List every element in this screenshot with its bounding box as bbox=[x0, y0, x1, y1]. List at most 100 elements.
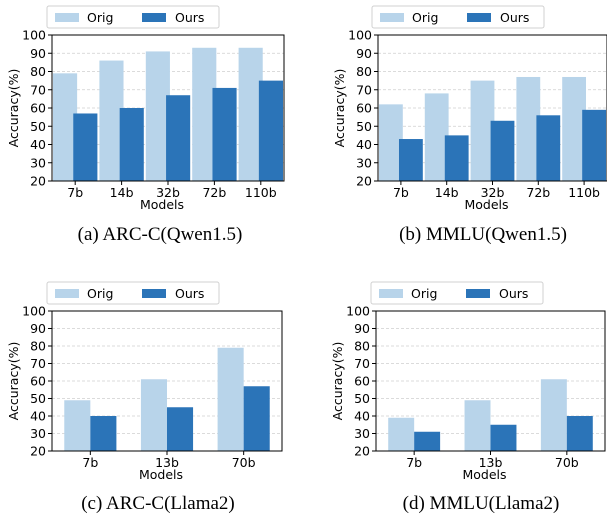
x-tick-label: 7b bbox=[393, 185, 409, 200]
y-tick-label: 20 bbox=[354, 444, 370, 459]
y-axis-label: Accuracy(%) bbox=[6, 69, 21, 148]
legend: Orig Ours bbox=[372, 6, 544, 28]
bar-ours-7b bbox=[73, 113, 97, 181]
bar-ours-72b bbox=[212, 88, 236, 181]
x-axis-label: Models bbox=[464, 197, 508, 212]
legend-label-ours: Ours bbox=[499, 286, 528, 301]
legend-label-orig: Orig bbox=[87, 286, 113, 301]
y-tick-label: 30 bbox=[30, 155, 46, 170]
bar-ours-13b bbox=[167, 407, 193, 451]
bar-orig-7b bbox=[388, 418, 414, 451]
bar-orig-70b bbox=[541, 379, 567, 451]
bar-ours-110b bbox=[582, 110, 606, 181]
x-tick-label: 70b bbox=[232, 455, 256, 470]
x-tick-label: 110b bbox=[568, 185, 600, 200]
y-axis-label: Accuracy(%) bbox=[332, 69, 347, 148]
x-tick-label: 7b bbox=[406, 455, 422, 470]
chart-panel-a: 7b 14b 32b 72b 110b 20 30 40 50 60 70 80 90 100 Models… bbox=[6, 6, 284, 245]
y-tick-label: 100 bbox=[22, 28, 46, 43]
bar-ours-7b bbox=[90, 416, 116, 451]
legend-swatch-orig bbox=[55, 289, 79, 298]
y-tick-label: 60 bbox=[30, 101, 46, 116]
bar-ours-110b bbox=[259, 81, 283, 181]
chart-panel-d: 7b 13b 70b 20 30 40 50 60 70 80 90 100 Models Accurac… bbox=[330, 282, 605, 514]
y-tick-label: 20 bbox=[30, 174, 46, 189]
bar-ours-70b bbox=[244, 386, 270, 451]
panel-caption: (d) MMLU(Llama2) bbox=[403, 493, 560, 514]
chart-panel-b: 7b 14b 32b 72b 110b2030405060708090100Models… bbox=[332, 6, 607, 245]
y-tick-label: 40 bbox=[30, 409, 46, 424]
y-tick-label: 70 bbox=[30, 356, 46, 371]
y-tick-label: 40 bbox=[356, 137, 372, 152]
y-axis-label: Accuracy(%) bbox=[6, 342, 21, 421]
bar-ours-32b bbox=[491, 121, 515, 181]
x-axis-label: Models bbox=[140, 197, 184, 212]
legend-label-orig: Orig bbox=[87, 10, 113, 25]
y-tick-label: 90 bbox=[30, 321, 46, 336]
legend-swatch-ours bbox=[142, 289, 166, 298]
legend-swatch-ours bbox=[467, 13, 491, 22]
x-tick-label: 72b bbox=[526, 185, 550, 200]
y-tick-label: 20 bbox=[30, 444, 46, 459]
y-tick-label: 70 bbox=[354, 356, 370, 371]
bar-ours-14b bbox=[120, 108, 144, 181]
x-tick-label: 70b bbox=[555, 455, 579, 470]
y-axis-label: Accuracy(%) bbox=[330, 342, 345, 421]
chart-panel-c: 7b 13b 70b 20 30 40 50 60 70 80 90 100 Models Accurac… bbox=[6, 282, 282, 514]
y-tick-label: 50 bbox=[30, 119, 46, 134]
y-tick-label: 50 bbox=[354, 391, 370, 406]
panel-caption: (b) MMLU(Qwen1.5) bbox=[399, 224, 567, 245]
y-tick-label: 80 bbox=[30, 339, 46, 354]
y-tick-label: 40 bbox=[354, 409, 370, 424]
panel-caption: (a) ARC-C(Qwen1.5) bbox=[78, 224, 243, 245]
y-tick-label: 60 bbox=[356, 101, 372, 116]
bar-ours-14b bbox=[445, 135, 469, 181]
y-tick-label: 90 bbox=[354, 321, 370, 336]
y-tick-label: 40 bbox=[30, 137, 46, 152]
legend-label-ours: Ours bbox=[500, 10, 529, 25]
y-tick-label: 30 bbox=[354, 426, 370, 441]
bar-ours-32b bbox=[166, 95, 190, 181]
y-tick-label: 100 bbox=[346, 304, 370, 319]
panel-caption: (c) ARC-C(Llama2) bbox=[81, 493, 235, 514]
x-tick-label: 14b bbox=[110, 185, 134, 200]
y-tick-label: 80 bbox=[354, 339, 370, 354]
y-tick-label: 60 bbox=[354, 374, 370, 389]
y-tick-label: 20 bbox=[356, 174, 372, 189]
bar-orig-13b bbox=[465, 400, 491, 451]
bar-ours-72b bbox=[536, 115, 560, 181]
y-tick-label: 90 bbox=[30, 46, 46, 61]
bar-ours-70b bbox=[567, 416, 593, 451]
bar-ours-7b bbox=[399, 139, 423, 181]
x-tick-label: 110b bbox=[245, 185, 277, 200]
bar-orig-13b bbox=[141, 379, 167, 451]
x-tick-label: 7b bbox=[67, 185, 83, 200]
y-tick-label: 70 bbox=[30, 82, 46, 97]
bar-ours-7b bbox=[414, 432, 440, 451]
y-tick-label: 30 bbox=[30, 426, 46, 441]
legend: Orig Ours bbox=[47, 6, 219, 28]
legend: Orig Ours bbox=[47, 282, 219, 304]
y-tick-label: 30 bbox=[356, 155, 372, 170]
bar-orig-70b bbox=[218, 348, 244, 451]
legend-swatch-ours bbox=[142, 13, 166, 22]
legend-swatch-orig bbox=[380, 13, 404, 22]
legend-swatch-orig bbox=[379, 289, 403, 298]
bar-orig-7b bbox=[64, 400, 90, 451]
legend-swatch-orig bbox=[55, 13, 79, 22]
x-axis-label: Models bbox=[139, 467, 183, 482]
y-tick-label: 80 bbox=[30, 64, 46, 79]
x-tick-label: 72b bbox=[202, 185, 226, 200]
y-tick-label: 100 bbox=[22, 304, 46, 319]
x-axis-label: Models bbox=[462, 467, 506, 482]
legend: Orig Ours bbox=[371, 282, 543, 304]
y-tick-label: 60 bbox=[30, 374, 46, 389]
legend-swatch-ours bbox=[466, 289, 490, 298]
y-tick-label: 70 bbox=[356, 82, 372, 97]
y-tick-label: 80 bbox=[356, 64, 372, 79]
y-tick-label: 50 bbox=[356, 119, 372, 134]
legend-label-orig: Orig bbox=[412, 10, 438, 25]
x-tick-label: 14b bbox=[435, 185, 459, 200]
x-tick-label: 7b bbox=[82, 455, 98, 470]
